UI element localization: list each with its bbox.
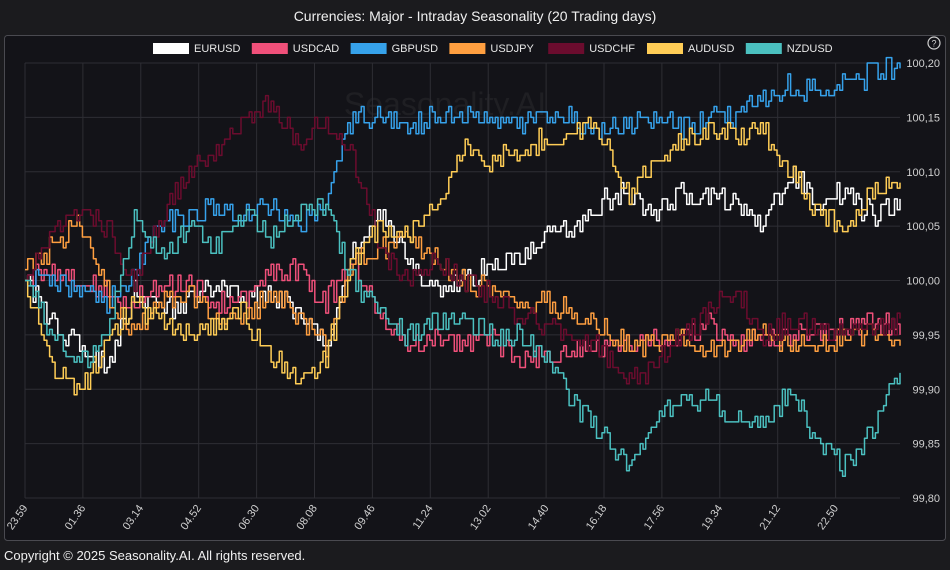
chart-title: Currencies: Major - Intraday Seasonality… xyxy=(293,8,657,24)
y-tick-label: 100,15 xyxy=(906,112,940,124)
legend-item-nzdusd[interactable]: NZDUSD xyxy=(745,43,833,55)
series-line-gbpusd[interactable] xyxy=(25,56,901,314)
legend-item-gbpusd[interactable]: GBPUSD xyxy=(350,43,439,55)
help-icon[interactable]: ? xyxy=(927,36,941,50)
legend-swatch xyxy=(251,43,288,54)
legend-swatch xyxy=(745,43,782,54)
y-axis: 99,80 99,85 99,90 99,95 100,00 100,05 100,10 10… xyxy=(906,58,940,505)
legend[interactable]: EURUSD USDCAD GBPUSD USDJPY USDCHF AUDUSD NZDU… xyxy=(153,43,833,55)
legend-label: NZDUSD xyxy=(787,43,833,55)
grid xyxy=(24,62,900,499)
series-line-usdchf[interactable] xyxy=(25,94,901,385)
watermark: Seasonality.AI xyxy=(344,86,546,122)
legend-label: GBPUSD xyxy=(392,43,439,55)
y-tick-label: 100,05 xyxy=(906,221,940,233)
legend-swatch xyxy=(647,43,683,54)
series-line-nzdusd[interactable] xyxy=(25,198,901,478)
series-line-audusd[interactable] xyxy=(25,116,901,396)
legend-label: AUDUSD xyxy=(688,43,735,55)
legend-item-eurusd[interactable]: EURUSD xyxy=(153,43,241,55)
legend-item-usdcad[interactable]: USDCAD xyxy=(251,43,340,55)
legend-label: USDCAD xyxy=(293,43,340,55)
legend-label: EURUSD xyxy=(194,43,241,55)
copyright-text: Copyright © 2025 Seasonality.AI. All rig… xyxy=(4,548,306,563)
legend-item-usdchf[interactable]: USDCHF xyxy=(548,43,635,55)
chart-frame xyxy=(4,35,946,541)
legend-swatch xyxy=(350,43,387,54)
y-tick-label: 99,90 xyxy=(912,384,940,396)
legend-swatch xyxy=(449,43,486,54)
legend-item-usdjpy[interactable]: USDJPY xyxy=(449,43,534,55)
svg-text:?: ? xyxy=(931,39,936,49)
y-tick-label: 100,20 xyxy=(906,58,940,70)
legend-swatch xyxy=(548,43,585,54)
y-tick-label: 100,00 xyxy=(906,276,940,288)
legend-swatch xyxy=(153,43,189,54)
y-tick-label: 99,95 xyxy=(912,330,940,342)
y-tick-label: 99,85 xyxy=(912,439,940,451)
y-tick-label: 99,80 xyxy=(912,493,940,505)
legend-label: USDCHF xyxy=(589,43,635,55)
legend-label: USDJPY xyxy=(490,43,534,55)
series-lines xyxy=(25,56,901,478)
legend-item-audusd[interactable]: AUDUSD xyxy=(647,43,735,55)
y-tick-label: 100,10 xyxy=(906,167,940,179)
